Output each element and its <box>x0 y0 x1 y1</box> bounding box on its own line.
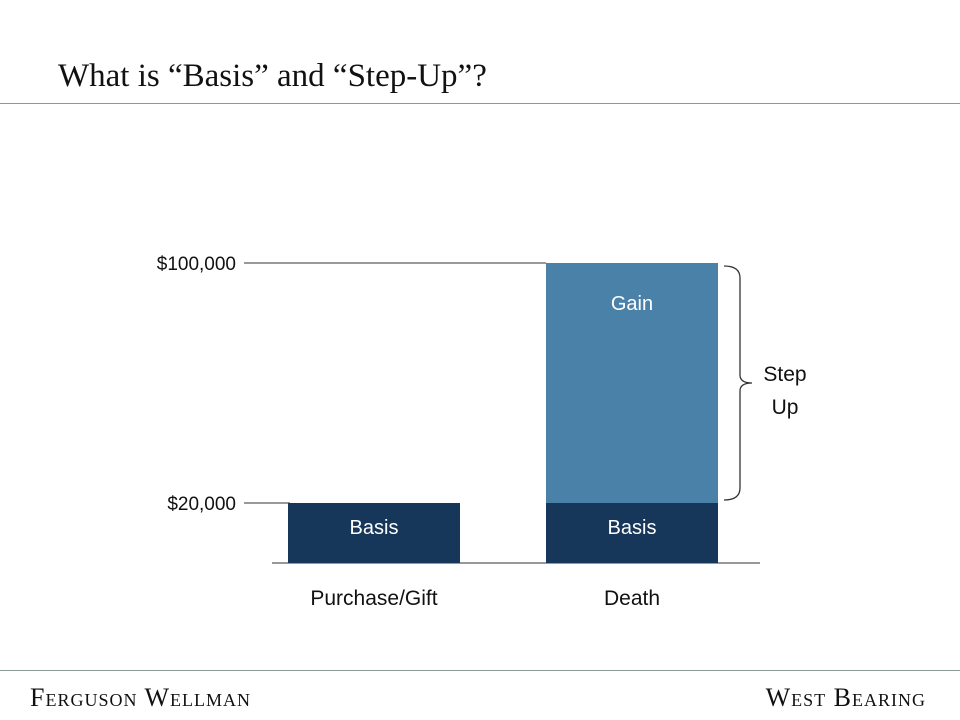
segment-label-death-basis: Basis <box>608 517 657 539</box>
title-divider <box>0 103 960 104</box>
y-tick-label: $20,000 <box>167 494 236 515</box>
x-category-label-death: Death <box>604 587 660 610</box>
bar-death-gain <box>546 263 718 503</box>
y-tick-label: $100,000 <box>157 254 236 275</box>
step-up-brace <box>723 265 753 501</box>
step-up-label-line-1: Step <box>763 363 806 386</box>
slide-title: What is “Basis” and “Step-Up”? <box>58 58 487 94</box>
bar-purchase-gift-basis <box>288 503 460 563</box>
footer-divider <box>0 670 960 671</box>
footer-brand-right: West Bearing <box>765 683 926 712</box>
segment-label-death-gain: Gain <box>611 293 653 315</box>
step-up-label-line-2: Up <box>772 396 799 419</box>
bar-death-basis <box>546 503 718 563</box>
segment-label-purchase-gift-basis: Basis <box>350 517 399 539</box>
x-category-label-purchase-gift: Purchase/Gift <box>310 587 437 610</box>
footer-brand-left: Ferguson Wellman <box>30 683 252 712</box>
